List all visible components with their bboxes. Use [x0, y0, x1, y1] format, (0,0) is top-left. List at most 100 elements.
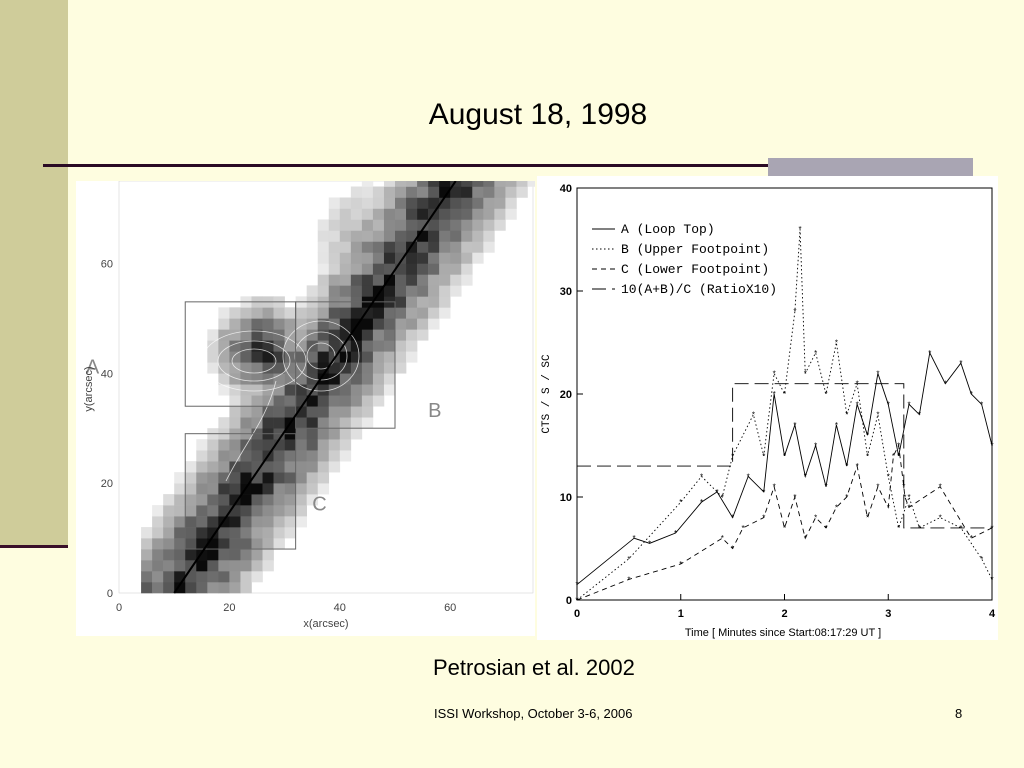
- series-point-1: *: [887, 400, 890, 409]
- heatmap-cell: [461, 274, 473, 286]
- heatmap-cell: [483, 197, 495, 209]
- lightcurve-legend: A (Loop Top) B (Upper Footpoint) C (Lower …: [592, 222, 777, 297]
- heatmap-cell: [383, 384, 396, 396]
- heatmap-cell: [361, 406, 374, 418]
- heatmap-cell: [207, 560, 219, 572]
- heatmap-cell: [516, 175, 528, 187]
- series-point-1: *: [674, 529, 677, 538]
- series-point-3: *: [721, 534, 724, 543]
- series-point-1: *: [648, 539, 651, 548]
- heatmap-cell: [306, 483, 319, 495]
- heatmap-cell: [372, 241, 385, 253]
- heatmap-cell: [417, 318, 429, 330]
- heatmap-cell: [350, 219, 363, 231]
- heatmap-cell: [372, 208, 385, 220]
- heatmap-cell: [240, 549, 252, 561]
- heatmap-cell: [339, 307, 352, 319]
- series-point-1: *: [824, 483, 827, 492]
- heatmap-cell: [450, 274, 462, 286]
- heatmap-cell: [317, 329, 330, 341]
- lightcurve-x-tick-label: 2: [781, 608, 787, 620]
- heatmap-cell: [339, 373, 352, 385]
- heatmap-cell: [372, 230, 385, 242]
- heatmap-cell: [339, 252, 352, 264]
- heatmap-cell: [361, 197, 374, 209]
- heatmap-cell: [450, 252, 462, 264]
- heatmap-cell: [229, 329, 241, 341]
- heatmap-cell: [229, 318, 241, 330]
- sidebar-accent-underline: [0, 545, 68, 548]
- heatmap-cell: [295, 516, 307, 528]
- heatmap-cell: [461, 175, 473, 187]
- heatmap-cell: [361, 230, 374, 242]
- series-point-1: *: [856, 400, 859, 409]
- heatmap-cell: [295, 406, 307, 418]
- heatmap-cell: [240, 329, 252, 341]
- heatmap-cell: [505, 186, 517, 198]
- heatmap-cell: [372, 219, 385, 231]
- heatmap-cell: [483, 230, 495, 242]
- heatmap-cell: [251, 351, 263, 363]
- heatmap-cell: [483, 208, 495, 220]
- heatmap-cell: [152, 582, 164, 594]
- heatmap-cell: [350, 230, 363, 242]
- heatmap-cell: [284, 494, 296, 506]
- series-point-2: *: [752, 411, 755, 420]
- heatmap-cell: [185, 461, 197, 473]
- heatmap-cell: [295, 318, 307, 330]
- heatmap-cell: [317, 285, 330, 297]
- heatmap-cell: [306, 285, 319, 297]
- heatmap-cell: [141, 560, 153, 572]
- heatmap-cell: [417, 175, 429, 187]
- heatmap-cell: [350, 351, 363, 363]
- heatmap-cell: [395, 230, 407, 242]
- heatmap-cell: [406, 175, 418, 187]
- heatmap-cell: [417, 329, 429, 341]
- heatmap-cell: [361, 285, 374, 297]
- heatmap-cell: [284, 351, 296, 363]
- series-point-1: *: [907, 400, 910, 409]
- heatmap-cell: [229, 406, 241, 418]
- heatmap-cell: [229, 395, 241, 407]
- heatmap-cell: [262, 351, 274, 363]
- heatmap-cell: [395, 329, 407, 341]
- heatmap-cell: [295, 428, 307, 440]
- series-point-1: *: [866, 431, 869, 440]
- series-point-2: *: [804, 369, 807, 378]
- heatmap-cell: [428, 318, 440, 330]
- heatmap-cell: [207, 340, 219, 352]
- heatmap-cell: [317, 373, 330, 385]
- heatmap-cell: [174, 560, 186, 572]
- series-line-2: [576, 229, 993, 601]
- heatmap-cell: [428, 219, 440, 231]
- heatmap-cell: [273, 483, 285, 495]
- heatmap-cell: [196, 439, 208, 451]
- lightcurve-panel: 0 1 2 3 4 0 10 20 30 40 * * * * * * * * * * * * * * * * * * * * * * * * *…: [537, 176, 998, 640]
- heatmap-cell: [383, 208, 396, 220]
- heatmap-cell: [417, 230, 429, 242]
- heatmap-cell: [395, 208, 407, 220]
- heatmap-cell: [350, 263, 363, 275]
- heatmap-cell: [505, 175, 517, 187]
- heatmap-cell: [339, 395, 352, 407]
- heatmap-cell: [185, 549, 197, 561]
- series-point-1: *: [970, 390, 973, 399]
- heatmap-cell: [218, 538, 230, 550]
- heatmap-cell: [339, 285, 352, 297]
- heatmap-cell: [395, 318, 407, 330]
- heatmap-cell: [516, 186, 528, 198]
- heatmap-cell: [174, 571, 186, 583]
- heatmap-cell: [417, 285, 429, 297]
- heatmap-cell: [174, 472, 186, 484]
- heatmap-cell: [372, 307, 385, 319]
- heatmap-cell: [229, 362, 241, 374]
- heatmap-cell: [339, 230, 352, 242]
- sidebar-accent-bar: [0, 0, 68, 545]
- heatmap-cell: [450, 285, 462, 297]
- heatmap-cell: [361, 384, 374, 396]
- heatmap-cell: [417, 263, 429, 275]
- heatmap-cell: [350, 307, 363, 319]
- heatmap-cell: [295, 384, 307, 396]
- series-point-2: *: [814, 349, 817, 358]
